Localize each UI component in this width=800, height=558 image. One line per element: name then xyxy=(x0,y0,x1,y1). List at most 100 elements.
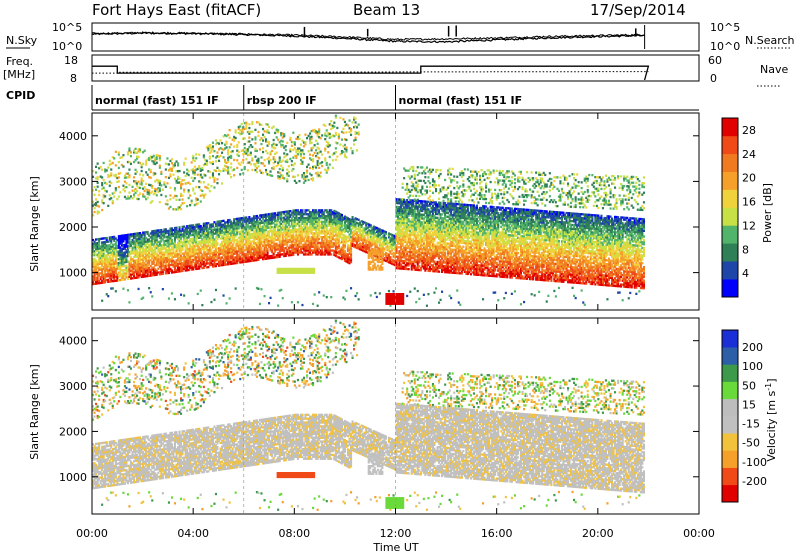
power-g-cell xyxy=(279,172,281,174)
power-g-cell xyxy=(135,169,137,171)
power-g-cell xyxy=(229,297,231,299)
power-g-cell xyxy=(112,162,114,164)
power-g-cell xyxy=(97,186,99,188)
power-g-cell xyxy=(236,233,238,235)
power-g-cell xyxy=(144,150,146,152)
power-g-cell xyxy=(324,157,326,159)
power-g-cell xyxy=(165,168,167,170)
power-g-cell xyxy=(138,198,140,200)
power-g-cell xyxy=(204,193,206,195)
power-g-cell xyxy=(342,128,344,130)
power-g-cell xyxy=(279,158,281,160)
power-g-cell xyxy=(344,144,346,146)
power-g-cell xyxy=(200,181,202,183)
power-g-cell xyxy=(358,131,360,133)
power-g-cell xyxy=(288,175,290,177)
noise-right-tick-bottom: 10^0 xyxy=(710,40,740,53)
power-g-cell xyxy=(336,142,338,144)
power-g-cell xyxy=(179,170,181,172)
power-g-cell xyxy=(298,138,300,140)
power-g-cell xyxy=(106,169,108,171)
power-g-cell xyxy=(238,155,240,157)
power-g-cell xyxy=(344,121,346,123)
power-g-cell xyxy=(282,175,284,177)
power-g-cell xyxy=(185,175,187,177)
power-g-cell xyxy=(241,169,243,171)
power-g-cell xyxy=(230,163,232,165)
freq-unit: [MHz] xyxy=(3,68,35,81)
power-g-cell xyxy=(215,160,217,162)
power-g-cell xyxy=(376,296,378,298)
power-g-cell xyxy=(393,290,395,292)
power-g-cell xyxy=(256,150,258,152)
power-g-cell xyxy=(94,211,96,213)
power-g-cell xyxy=(160,194,162,196)
power-g-cell xyxy=(145,183,147,185)
power-g-cell xyxy=(312,154,314,156)
power-g-cell xyxy=(103,162,105,164)
power-g-cell xyxy=(168,163,170,165)
power-g-cell xyxy=(136,171,138,173)
power-g-cell xyxy=(179,226,181,228)
power-g-cell xyxy=(216,167,218,169)
power-g-cell xyxy=(329,156,331,158)
power-g-cell xyxy=(198,154,200,156)
power-g-cell xyxy=(297,301,299,303)
power-g-cell xyxy=(335,132,337,134)
power-g-cell xyxy=(236,144,238,146)
power-g-cell xyxy=(311,174,313,176)
power-g-cell xyxy=(171,292,173,294)
power-g-cell xyxy=(103,187,105,189)
power-g-cell xyxy=(109,194,111,196)
power-g-cell xyxy=(106,190,108,192)
power-g-cell xyxy=(200,200,202,202)
power-g-cell xyxy=(109,185,111,187)
power-g-cell xyxy=(145,171,147,173)
cpid-label: CPID xyxy=(6,89,35,102)
power-g-cell xyxy=(215,170,217,172)
power-g-cell xyxy=(306,175,308,177)
power-g-cell xyxy=(207,187,209,189)
power-g-cell xyxy=(379,292,381,294)
power-g-cell xyxy=(183,189,185,191)
power-g-cell xyxy=(352,216,354,218)
power-g-cell xyxy=(342,118,344,120)
power-g-cell xyxy=(309,154,311,156)
power-g-cell xyxy=(294,147,296,149)
power-g-cell xyxy=(151,200,153,202)
power-g-cell xyxy=(301,304,303,306)
power-g-cell xyxy=(212,145,214,147)
power-g-cell xyxy=(198,267,200,269)
power-g-cell xyxy=(235,287,237,289)
power-g-cell xyxy=(389,256,391,258)
power-g-cell xyxy=(270,159,272,161)
power-g-cell xyxy=(344,246,346,248)
power-g-cell xyxy=(227,153,229,155)
power-g-cell xyxy=(188,174,190,176)
power-g-cell xyxy=(304,141,306,143)
power-g-cell xyxy=(273,156,275,158)
power-g-cell xyxy=(166,199,168,201)
power-g-cell xyxy=(273,166,275,168)
power-g-cell xyxy=(118,161,120,163)
power-g-cell xyxy=(274,147,276,149)
power-g-cell xyxy=(318,291,320,293)
power-g-cell xyxy=(241,123,243,125)
noise-left-tick-bottom: 10^0 xyxy=(52,40,82,53)
power-g-cell xyxy=(98,194,100,196)
power-g-cell xyxy=(213,177,215,179)
power-g-cell xyxy=(262,147,264,149)
power-g-cell xyxy=(317,160,319,162)
power-g-cell xyxy=(98,190,100,192)
power-g-cell xyxy=(352,150,354,152)
power-g-cell xyxy=(294,176,296,178)
power-g-cell xyxy=(182,183,184,185)
power-g-cell xyxy=(345,147,347,149)
power-g-cell xyxy=(268,157,270,159)
power-g-cell xyxy=(183,162,185,164)
power-g-cell xyxy=(308,164,310,166)
power-g-cell xyxy=(317,143,319,145)
power-g-cell xyxy=(279,156,281,158)
power-g-cell xyxy=(349,119,351,121)
power-g-cell xyxy=(286,159,288,161)
